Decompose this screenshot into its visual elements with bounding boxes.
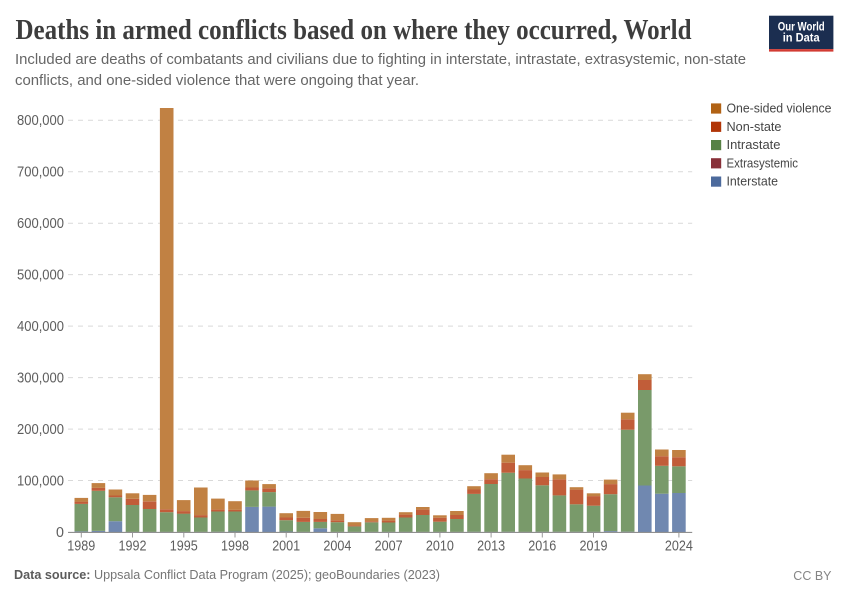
svg-text:1992: 1992 [119, 539, 147, 555]
svg-text:400,000: 400,000 [17, 319, 64, 335]
svg-text:200,000: 200,000 [17, 422, 64, 438]
svg-text:2013: 2013 [477, 539, 505, 555]
svg-text:in Data: in Data [783, 30, 820, 44]
svg-text:Interstate: Interstate [727, 175, 779, 189]
svg-text:2019: 2019 [580, 539, 608, 555]
svg-text:Non-state: Non-state [727, 120, 782, 134]
svg-text:conflicts, and one-sided viole: conflicts, and one-sided violence that w… [15, 73, 419, 89]
svg-text:2024: 2024 [665, 539, 693, 555]
svg-text:Extrasystemic: Extrasystemic [727, 156, 799, 170]
svg-text:Data source: Uppsala Conflict: Data source: Uppsala Conflict Data Progr… [14, 568, 440, 582]
svg-text:0: 0 [56, 525, 64, 541]
svg-text:700,000: 700,000 [17, 165, 64, 181]
svg-text:One-sided violence: One-sided violence [727, 102, 832, 116]
svg-text:2016: 2016 [528, 539, 556, 555]
svg-text:1998: 1998 [221, 539, 249, 555]
svg-text:1989: 1989 [67, 539, 95, 555]
svg-text:CC BY: CC BY [793, 569, 832, 583]
svg-text:2001: 2001 [272, 539, 300, 555]
svg-text:1995: 1995 [170, 539, 198, 555]
svg-text:2004: 2004 [323, 539, 351, 555]
svg-text:800,000: 800,000 [17, 113, 64, 129]
svg-text:100,000: 100,000 [17, 473, 64, 489]
svg-text:Intrastate: Intrastate [727, 138, 781, 152]
svg-text:Our World: Our World [778, 20, 825, 34]
svg-text:300,000: 300,000 [17, 371, 64, 387]
svg-text:Included are deaths of combata: Included are deaths of combatants and ci… [15, 52, 746, 68]
svg-text:Deaths in armed conflicts base: Deaths in armed conflicts based on where… [16, 15, 692, 46]
svg-text:2007: 2007 [375, 539, 403, 555]
svg-text:500,000: 500,000 [17, 268, 64, 284]
svg-text:2010: 2010 [426, 539, 454, 555]
svg-text:600,000: 600,000 [17, 216, 64, 232]
